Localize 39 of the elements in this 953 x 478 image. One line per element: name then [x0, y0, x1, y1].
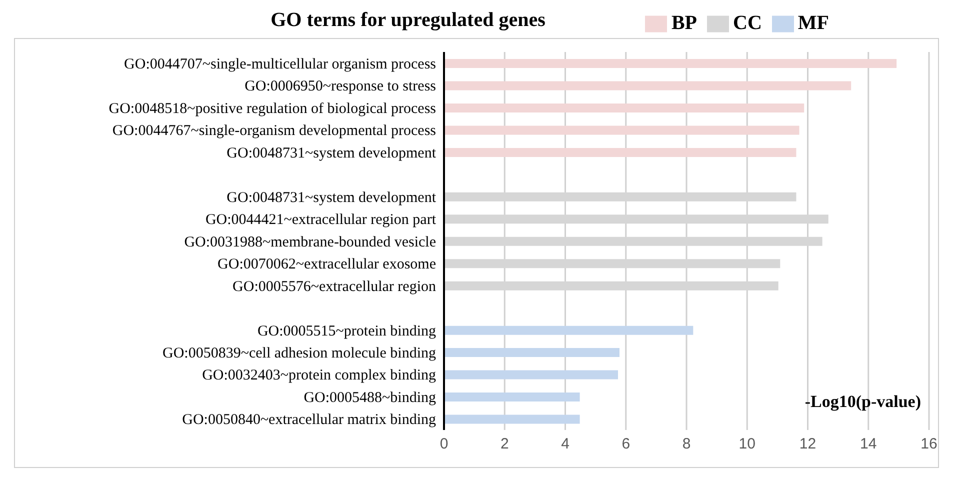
y-tick-label: GO:0044421~extracellular region part	[205, 212, 437, 228]
bar	[444, 126, 800, 135]
bar	[444, 414, 580, 424]
y-tick-label: GO:0005488~binding	[304, 390, 436, 406]
bar	[444, 103, 804, 112]
x-tick-label: 4	[561, 436, 570, 453]
x-tick-label: 6	[622, 436, 630, 453]
bar	[444, 81, 852, 90]
y-tick-label: GO:0031988~membrane-bounded vesicle	[184, 234, 436, 250]
y-tick-label: GO:0048518~positive regulation of biological process	[108, 100, 436, 117]
x-tick-label: 10	[738, 436, 756, 453]
bar	[444, 148, 796, 157]
bar	[444, 348, 620, 358]
y-tick-label: GO:0050840~extracellular matrix binding	[182, 412, 436, 428]
y-tick-label: GO:0044767~single-organism developmental process	[112, 123, 436, 140]
x-tick-label: 16	[920, 436, 938, 453]
y-tick-label: GO:0005515~protein binding	[257, 323, 436, 340]
x-tick-label: 8	[682, 436, 691, 453]
bar	[444, 59, 897, 68]
y-tick-label: GO:0032403~protein complex binding	[202, 368, 436, 384]
x-tick-label: 14	[860, 436, 877, 453]
chart-title: GO terms for upregulated genes	[270, 9, 546, 31]
y-tick-label: GO:0044707~single-multicellular organism process	[124, 56, 436, 72]
y-tick-label: GO:0005576~extracellular region	[232, 278, 436, 295]
legend-label: MF	[798, 12, 829, 34]
y-tick-label: GO:0048731~system development	[226, 190, 437, 206]
y-tick-label: GO:0006950~response to stress	[244, 78, 436, 95]
x-tick-label: 2	[500, 436, 509, 453]
y-tick-label: GO:0048731~system development	[226, 145, 437, 162]
legend-label: CC	[733, 12, 762, 34]
bar	[444, 392, 580, 402]
legend-label: BP	[671, 12, 698, 34]
y-tick-label: GO:0070062~extracellular exosome	[218, 256, 436, 273]
bar	[444, 370, 618, 380]
bar	[444, 326, 694, 335]
y-tick-label: GO:0050839~cell adhesion molecule binding	[162, 346, 436, 362]
x-tick-label: 0	[440, 436, 448, 453]
x-tick-label: 12	[799, 436, 816, 453]
x-axis-title: -Log10(p-value)	[804, 392, 921, 412]
